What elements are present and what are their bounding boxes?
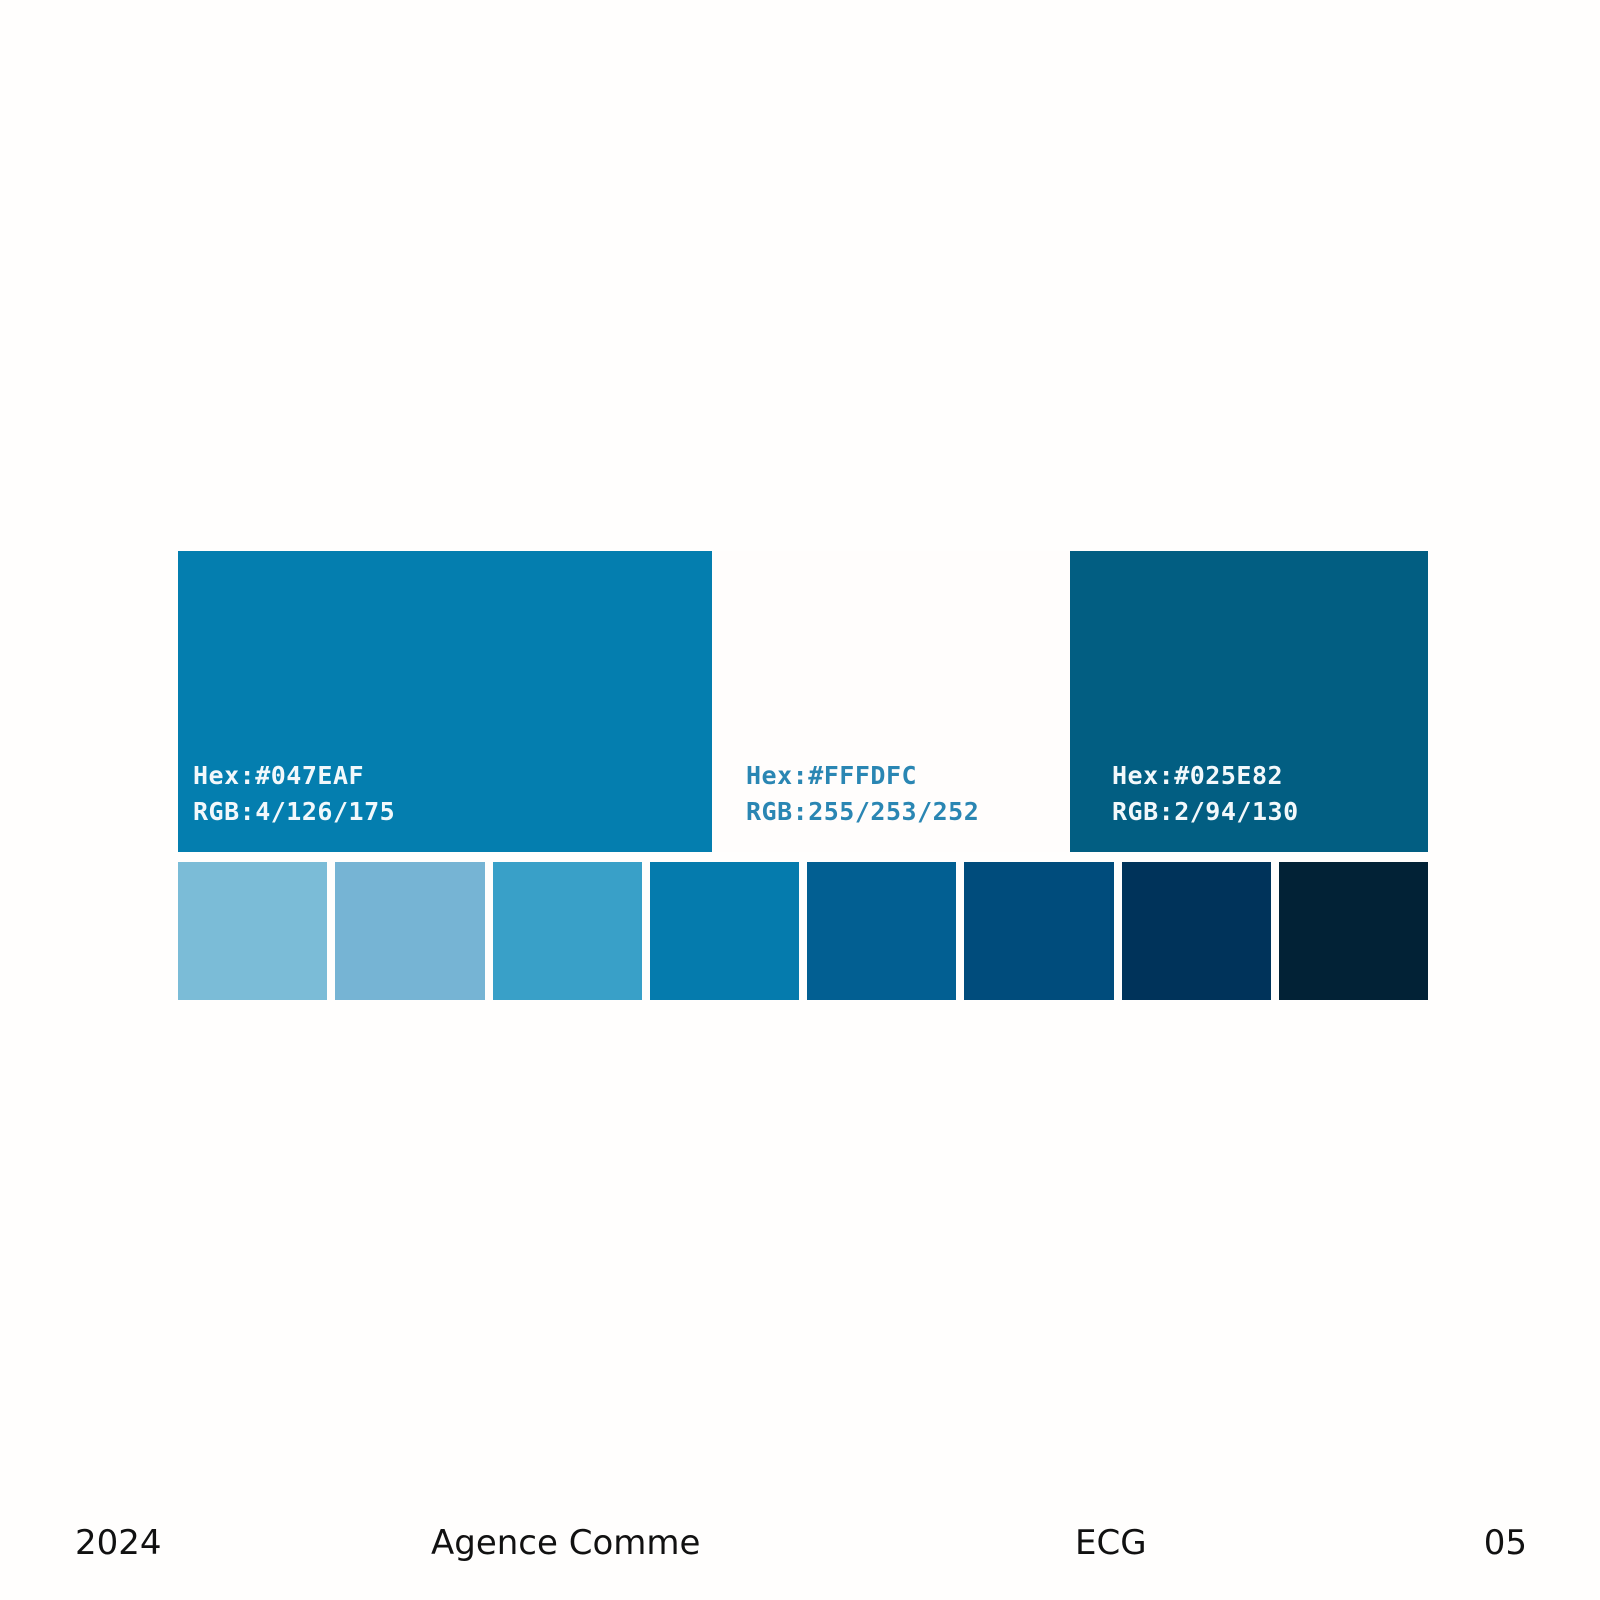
rgb-value: RGB:4/126/175: [193, 797, 396, 826]
footer-project: ECG: [1075, 1523, 1147, 1563]
tint-swatch: [1278, 862, 1428, 1000]
rgb-value: RGB:255/253/252: [746, 797, 980, 826]
footer-page-number: 05: [1483, 1523, 1527, 1563]
tint-swatch: [807, 862, 957, 1000]
swatch-label: Hex:#025E82 RGB:2/94/130: [1112, 758, 1299, 830]
hex-value: Hex:#025E82: [1112, 761, 1284, 790]
primary-swatch-blue: Hex:#047EAF RGB:4/126/175: [178, 551, 712, 852]
swatch-label: Hex:#047EAF RGB:4/126/175: [193, 758, 395, 830]
hex-value: Hex:#047EAF: [193, 761, 365, 790]
tint-swatch: [178, 862, 328, 1000]
hex-value: Hex:#FFFDFC: [746, 761, 918, 790]
tint-swatch: [1121, 862, 1271, 1000]
tint-swatch: [492, 862, 642, 1000]
tint-swatch: [964, 862, 1114, 1000]
tint-swatch-row: [178, 862, 1428, 1000]
primary-swatch-white: Hex:#FFFDFC RGB:255/253/252: [712, 551, 1070, 852]
swatch-label: Hex:#FFFDFC RGB:255/253/252: [746, 758, 979, 830]
rgb-value: RGB:2/94/130: [1112, 797, 1299, 826]
primary-swatch-dark-blue: Hex:#025E82 RGB:2/94/130: [1070, 551, 1428, 852]
tint-swatch: [335, 862, 485, 1000]
tint-swatch: [649, 862, 799, 1000]
color-palette: Hex:#047EAF RGB:4/126/175 Hex:#FFFDFC RG…: [178, 551, 1428, 1000]
footer-year: 2024: [75, 1523, 162, 1563]
primary-swatch-row: Hex:#047EAF RGB:4/126/175 Hex:#FFFDFC RG…: [178, 551, 1428, 852]
footer-agency: Agence Comme: [431, 1523, 701, 1563]
